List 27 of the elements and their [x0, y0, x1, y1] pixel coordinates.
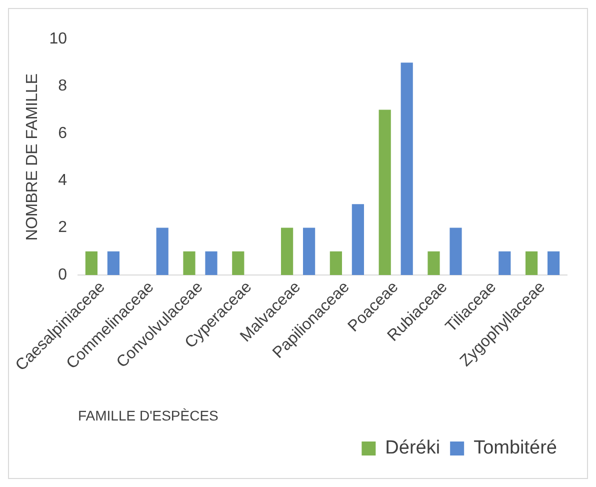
bar: [352, 204, 364, 275]
bar: [400, 62, 413, 275]
bar: [183, 251, 196, 275]
x-axis-title: FAMILLE D'ESPÈCES: [78, 407, 218, 424]
y-axis-title: NOMBRE DE FAMILLE: [24, 73, 42, 241]
bar: [303, 228, 316, 275]
y-tick-label: 4: [58, 172, 68, 189]
bar: [498, 251, 511, 275]
bar: [107, 251, 120, 275]
y-tick-label: 8: [58, 78, 68, 95]
bar: [205, 251, 218, 275]
bar: [450, 228, 462, 275]
bar: [548, 251, 560, 275]
y-tick-label: 10: [49, 30, 68, 48]
bar: [232, 251, 244, 275]
bar: [280, 228, 294, 275]
bar: [378, 110, 391, 275]
bar: [428, 251, 440, 275]
legend-label: Tombitéré: [474, 438, 557, 459]
y-tick-label: 6: [58, 124, 68, 142]
legend-label: Déréki: [385, 438, 440, 459]
y-tick-label: 2: [58, 219, 68, 236]
bar: [525, 251, 538, 275]
bar: [330, 251, 342, 275]
bar: [156, 228, 168, 275]
bar: [85, 251, 98, 275]
y-tick-label: 0: [58, 266, 68, 284]
